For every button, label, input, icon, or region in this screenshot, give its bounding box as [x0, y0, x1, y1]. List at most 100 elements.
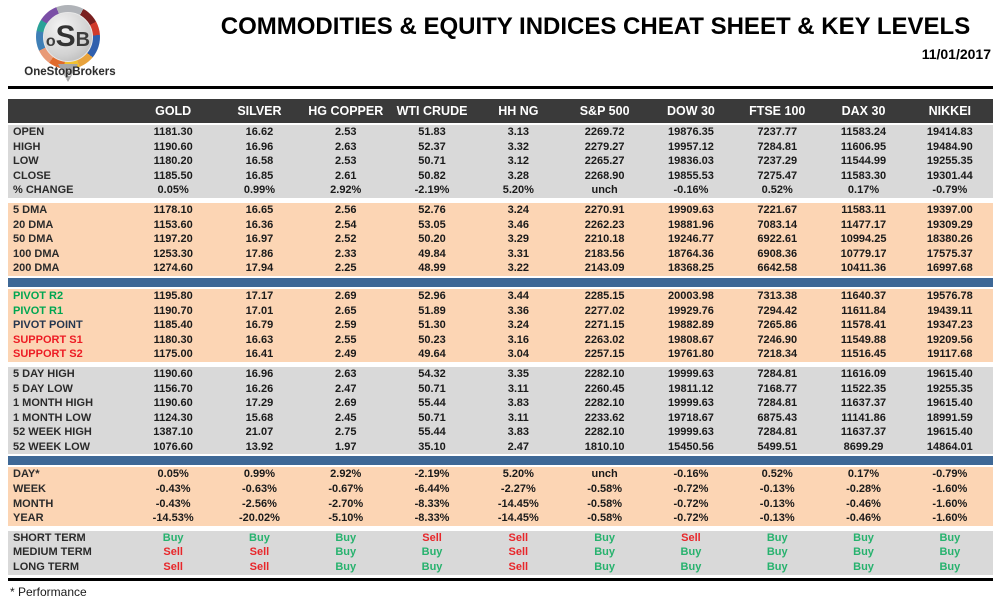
cell: 19484.90 — [906, 139, 993, 155]
cell: 11544.99 — [820, 154, 907, 169]
cell: 16.85 — [216, 168, 303, 184]
cell: 3.16 — [475, 332, 562, 348]
cell: 2269.72 — [561, 124, 648, 140]
cell: 1124.30 — [130, 410, 217, 426]
cell: 19255.35 — [906, 381, 993, 397]
table-row: 50 DMA 1197.20 16.97 2.52 50.20 3.29 2210.18 19… — [8, 232, 993, 247]
cell: Buy — [647, 560, 735, 575]
cell: -6.44% — [388, 482, 476, 497]
row-label: 100 DMA — [8, 246, 130, 262]
cell: 16.96 — [216, 139, 303, 155]
cell: 7284.81 — [734, 139, 821, 155]
cell: 3.24 — [475, 318, 562, 333]
cell: 16.26 — [216, 381, 303, 397]
cell: 5499.51 — [734, 439, 821, 455]
cell: -14.45% — [475, 496, 562, 512]
cell: -0.79% — [906, 467, 993, 483]
cell: -2.27% — [475, 482, 562, 497]
cell: -20.02% — [216, 511, 303, 526]
row-label: 5 DAY LOW — [8, 381, 130, 397]
cell: 1810.10 — [561, 439, 648, 455]
column-header: HG COPPER — [302, 99, 389, 125]
cell: -0.13% — [734, 482, 821, 497]
row-label: CLOSE — [8, 168, 130, 184]
section-gap — [8, 286, 993, 289]
key-levels-table: GOLD SILVER HG COPPER WTI CRUDE HH NG S&P 500… — [8, 99, 993, 575]
cell: 3.35 — [475, 366, 562, 382]
cell: 0.05% — [130, 467, 217, 483]
cell: -0.46% — [820, 496, 907, 512]
cell: 1156.70 — [130, 381, 217, 397]
cell: Buy — [561, 545, 648, 561]
cell: -2.19% — [388, 467, 476, 483]
cell: 19576.78 — [906, 288, 993, 304]
cell: Buy — [734, 530, 821, 546]
cell: Sell — [130, 545, 217, 561]
column-header: HH NG — [475, 99, 562, 125]
row-label: 52 WEEK HIGH — [8, 425, 130, 440]
cell: 11637.37 — [820, 396, 907, 411]
cell: 2271.15 — [561, 318, 648, 333]
cell: 2285.15 — [561, 288, 648, 304]
column-header: DAX 30 — [820, 99, 907, 125]
cell: -0.43% — [130, 482, 217, 497]
cell: 11578.41 — [820, 318, 907, 333]
cell: 17.29 — [216, 396, 303, 411]
cell: -0.79% — [906, 183, 993, 198]
cell: 0.99% — [216, 183, 303, 198]
row-label: 200 DMA — [8, 261, 130, 276]
cell: 2279.27 — [561, 139, 648, 155]
cell: 16.65 — [216, 202, 303, 218]
cell: Sell — [216, 545, 303, 561]
column-header: FTSE 100 — [734, 99, 821, 125]
table-row: 20 DMA 1153.60 16.36 2.54 53.05 3.46 2262.23 19… — [8, 217, 993, 233]
cell: 3.13 — [475, 124, 562, 140]
cell: Sell — [130, 560, 217, 575]
cell: 19255.35 — [906, 154, 993, 169]
cell: 18380.26 — [906, 232, 993, 247]
cell: 1274.60 — [130, 261, 217, 276]
cell: 11141.86 — [820, 410, 907, 426]
cell: 17.86 — [216, 246, 303, 262]
cell: 19999.63 — [647, 366, 735, 382]
table-row: PIVOT POINT 1185.40 16.79 2.59 51.30 3.24 2271… — [8, 318, 993, 333]
column-header: S&P 500 — [561, 99, 648, 125]
logo-circle: oSB — [43, 12, 93, 62]
cell: 11583.11 — [820, 202, 907, 218]
cell: 16997.68 — [906, 261, 993, 276]
header-divider-line — [8, 86, 993, 89]
cell: 11637.37 — [820, 425, 907, 440]
section-gap — [8, 454, 993, 457]
table-row: PIVOT R2 1195.80 17.17 2.69 52.96 3.44 2285.15… — [8, 288, 993, 304]
cell: 2.69 — [302, 288, 389, 304]
row-label: SHORT TERM — [8, 530, 130, 546]
row-label: 5 DAY HIGH — [8, 366, 130, 382]
cell: 7221.67 — [734, 202, 821, 218]
cell: 2.63 — [302, 139, 389, 155]
cell: 10411.36 — [820, 261, 907, 276]
cell: 2.65 — [302, 303, 389, 319]
column-header: DOW 30 — [647, 99, 735, 125]
section-ohlc: OPEN 1181.30 16.62 2.53 51.83 3.13 2269.72 1987… — [8, 124, 993, 198]
logo-brand-text: OneStopBrokers — [24, 66, 116, 78]
cell: 14864.01 — [906, 439, 993, 455]
cell: 18991.59 — [906, 410, 993, 426]
cell: 7237.29 — [734, 154, 821, 169]
cell: 1197.20 — [130, 232, 217, 247]
cell: 6922.61 — [734, 232, 821, 247]
cell: 50.23 — [388, 332, 476, 348]
cell: Sell — [475, 545, 562, 561]
cell: 1185.40 — [130, 318, 217, 333]
cell: 17.17 — [216, 288, 303, 304]
cell: Buy — [906, 530, 993, 546]
cell: Sell — [216, 560, 303, 575]
cell: 51.89 — [388, 303, 476, 319]
table-row: % CHANGE 0.05% 0.99% 2.92% -2.19% 5.20% unch -0… — [8, 183, 993, 198]
cell: 8699.29 — [820, 439, 907, 455]
logo-letter: B — [75, 29, 91, 51]
cell: 1195.80 — [130, 288, 217, 304]
cell: 11522.35 — [820, 381, 907, 397]
column-header: WTI CRUDE — [388, 99, 476, 125]
cell: 0.17% — [820, 467, 907, 483]
blue-divider-bar — [8, 456, 993, 466]
